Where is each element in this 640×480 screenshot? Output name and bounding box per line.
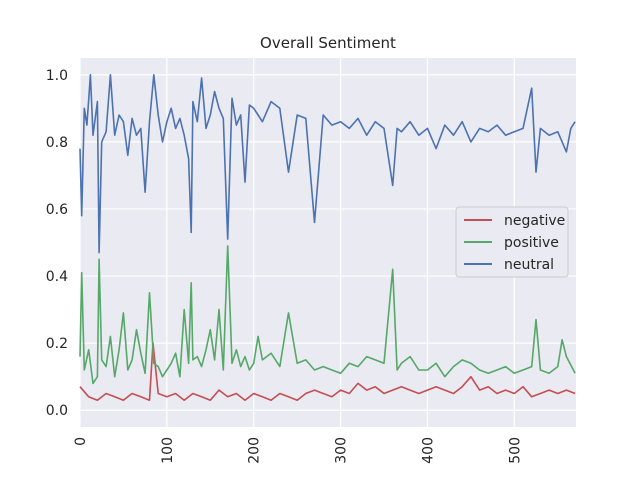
x-tick-label: 0	[73, 437, 89, 446]
x-tick-label: 300	[334, 437, 350, 464]
series-line-neutral	[79, 74, 576, 254]
y-tick-label: 0.2	[46, 336, 68, 352]
y-tick-label: 0.8	[46, 135, 68, 151]
y-tick-label: 0.4	[46, 269, 68, 285]
legend-label-neutral: neutral	[504, 257, 554, 273]
x-tick-label: 200	[247, 437, 263, 464]
legend: negative positive neutral	[455, 206, 569, 278]
series-line-negative	[79, 342, 576, 402]
y-axis-ticks: 0.0 0.2 0.4 0.6 0.8 1.0	[46, 68, 68, 419]
series-line-positive	[79, 245, 576, 385]
y-tick-label: 1.0	[46, 68, 68, 84]
y-tick-label: 0.0	[46, 403, 68, 419]
legend-box	[455, 206, 569, 278]
x-tick-label: 500	[507, 437, 523, 464]
y-tick-label: 0.6	[46, 202, 68, 218]
legend-label-negative: negative	[504, 213, 565, 229]
x-tick-label: 400	[420, 437, 436, 464]
chart-title: Overall Sentiment	[260, 34, 396, 52]
x-tick-label: 100	[160, 437, 176, 464]
x-axis-ticks: 0 100 200 300 400 500	[73, 437, 523, 464]
series-lines	[79, 74, 576, 402]
legend-label-positive: positive	[504, 235, 559, 251]
